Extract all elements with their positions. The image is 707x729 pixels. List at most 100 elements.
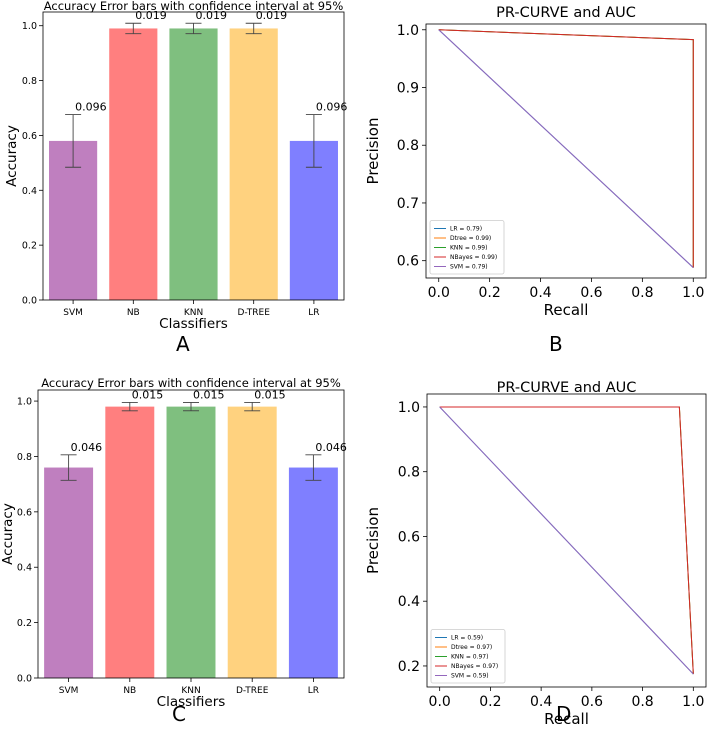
chart-c-bar-knn (166, 406, 216, 678)
chart-a-error-label-knn: 0.019 (196, 9, 228, 22)
chart-d-xlabel: Recall (544, 710, 589, 728)
chart-d-xtick-label-4: 0.8 (631, 694, 653, 710)
chart-d-ytick-label-2: 0.6 (398, 529, 420, 545)
chart-a-xtick-label-knn: KNN (184, 308, 203, 318)
chart-b-ytick-label-1: 0.7 (397, 196, 419, 212)
chart-d-series-line-4 (439, 406, 694, 675)
chart-c-bar-svm (44, 467, 94, 678)
chart-d-ytick-label-0: 0.2 (398, 659, 420, 675)
chart-c-error-label-nb: 0.015 (132, 388, 164, 401)
chart-b-title: PR-CURVE and AUC (496, 5, 636, 21)
chart-b-ylabel: Precision (364, 118, 382, 185)
chart-b-ytick-label-2: 0.8 (397, 138, 419, 154)
chart-b-legend-label-1: Dtree = 0.99) (450, 235, 491, 242)
chart-a-bar-nb (109, 28, 158, 300)
chart-c-xtick-label-d-tree: D-TREE (236, 686, 269, 696)
chart-c-error-label-d-tree: 0.015 (254, 388, 286, 401)
chart-b-legend-label-2: KNN = 0.99) (450, 245, 487, 252)
chart-d-legend-label-0: LR = 0.59) (451, 635, 483, 642)
chart-b-xtick-label-1: 0.2 (479, 285, 501, 301)
chart-c-plot-frame (37, 389, 345, 679)
chart-d-ytick-label-4: 1.0 (398, 400, 420, 416)
panel-letter-a: A (176, 332, 190, 356)
chart-b-xtick-label-0: 0.0 (428, 285, 450, 301)
chart-c-xtick-label-nb: NB (123, 686, 136, 696)
chart-d-xtick-label-5: 1.0 (682, 694, 704, 710)
chart-c-bar-nb (105, 406, 155, 678)
chart-b-series-line-3 (438, 29, 694, 268)
chart-a-ytick-label-3: 0.6 (22, 131, 37, 142)
chart-a-ytick-label-5: 1.0 (22, 21, 37, 32)
chart-d-legend-box (430, 629, 506, 684)
chart-b-legend-label-0: LR = 0.79) (450, 226, 482, 233)
chart-c-ytick-label-5: 1.0 (17, 397, 32, 408)
chart-b-xtick-label-5: 1.0 (682, 285, 704, 301)
chart-a-xtick-label-nb: NB (127, 308, 140, 318)
chart-c-error-label-lr: 0.046 (315, 441, 347, 454)
chart-c-ytick-label-2: 0.4 (17, 563, 32, 574)
chart-a-error-label-d-tree: 0.019 (256, 9, 288, 22)
chart-a-bar-d-tree (229, 28, 278, 300)
chart-c-xtick-label-svm: SVM (59, 686, 79, 696)
chart-b-xtick-label-4: 0.8 (631, 285, 653, 301)
chart-c-ytick-label-4: 0.8 (17, 452, 32, 463)
chart-a-ytick-label-4: 0.8 (22, 76, 37, 87)
chart-a-svg: Accuracy Error bars with confidence inte… (4, 0, 348, 332)
chart-a-error-label-lr: 0.096 (316, 101, 348, 114)
chart-a-ytick-label-1: 0.2 (22, 241, 37, 252)
chart-b-plot-frame (425, 23, 707, 279)
chart-a-xtick-label-svm: SVM (63, 308, 83, 318)
chart-a-xtick-label-d-tree: D-TREE (237, 308, 270, 318)
chart-b-xtick-label-3: 0.6 (580, 285, 602, 301)
chart-d-xtick-label-0: 0.0 (429, 694, 451, 710)
chart-d-ytick-label-1: 0.4 (398, 594, 420, 610)
chart-a-xlabel: Classifiers (159, 316, 228, 332)
chart-b-series-line-4 (438, 29, 694, 268)
chart-c-ylabel: Accuracy (0, 503, 16, 565)
chart-d-series-line-3 (439, 406, 694, 675)
chart-a-bar-knn (169, 28, 218, 300)
chart-c-ytick-label-1: 0.2 (17, 618, 32, 629)
chart-a-xtick-label-lr: LR (308, 308, 319, 318)
chart-d-plot-frame (426, 393, 707, 688)
chart-b-svg: PR-CURVE and AUC 0.6 0.7 0.8 0.9 1.0 0.0 0.2 0.4… (364, 5, 707, 319)
chart-d-svg: PR-CURVE and AUC 0.2 0.4 0.6 0.8 1.0 0.0 0.2 0.4… (364, 380, 707, 728)
chart-a-ytick-label-0: 0.0 (22, 296, 37, 307)
chart-d-legend-label-1: Dtree = 0.97) (451, 644, 492, 651)
chart-b-xtick-label-2: 0.4 (529, 285, 551, 301)
chart-a-plot-frame (42, 11, 345, 301)
chart-b-ytick-label-4: 1.0 (397, 23, 419, 39)
chart-c-xtick-label-knn: KNN (181, 686, 200, 696)
chart-c-title: Accuracy Error bars with confidence inte… (41, 376, 341, 390)
chart-c-ytick-label-0: 0.0 (17, 674, 32, 685)
chart-c-ytick-label-3: 0.6 (17, 507, 32, 518)
chart-d-xtick-label-1: 0.2 (479, 694, 501, 710)
chart-c-bar-d-tree (227, 406, 277, 678)
chart-b-xlabel: Recall (544, 301, 589, 319)
panel-letter-b: B (549, 332, 563, 356)
panel-d-pr-curve: PR-CURVE and AUC 0.2 0.4 0.6 0.8 1.0 0.0 0.2 0.4… (360, 368, 707, 729)
chart-d-legend-label-4: SVM = 0.59) (451, 673, 489, 680)
chart-b-legend-label-3: NBayes = 0.99) (450, 254, 497, 261)
chart-d-legend-label-3: NBayes = 0.97) (451, 663, 498, 670)
panel-letter-d: D (556, 702, 572, 726)
chart-c-error-label-knn: 0.015 (193, 388, 225, 401)
chart-b-ytick-label-0: 0.6 (397, 254, 419, 270)
chart-c-bar-lr (288, 467, 338, 678)
panel-b-pr-curve: PR-CURVE and AUC 0.6 0.7 0.8 0.9 1.0 0.0 0.2 0.4… (360, 0, 707, 360)
panel-a-bar-chart: Accuracy Error bars with confidence inte… (0, 0, 360, 360)
chart-c-svg: Accuracy Error bars with confidence inte… (0, 376, 347, 710)
chart-d-xtick-label-3: 0.6 (581, 694, 603, 710)
panel-c-bar-chart: Accuracy Error bars with confidence inte… (0, 368, 360, 729)
chart-c-error-label-svm: 0.046 (71, 441, 103, 454)
chart-d-ylabel: Precision (364, 507, 382, 574)
chart-b-ytick-label-3: 0.9 (397, 81, 419, 97)
panel-letter-c: C (172, 702, 186, 726)
chart-d-ytick-label-3: 0.8 (398, 465, 420, 481)
chart-b-legend-box (429, 220, 505, 275)
chart-d-legend-label-2: KNN = 0.97) (451, 654, 488, 661)
chart-a-ylabel: Accuracy (4, 125, 20, 187)
chart-a-error-label-nb: 0.019 (135, 9, 167, 22)
chart-c-xtick-label-lr: LR (308, 686, 319, 696)
chart-a-ytick-label-2: 0.4 (22, 186, 37, 197)
